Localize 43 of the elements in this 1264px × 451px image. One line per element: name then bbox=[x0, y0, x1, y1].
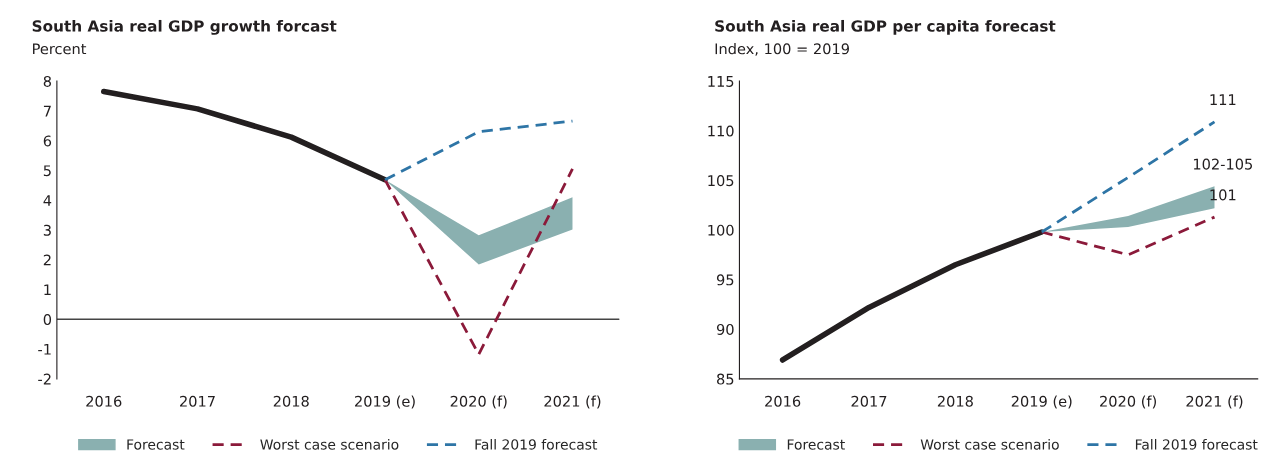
legend-label: Forecast bbox=[127, 439, 185, 450]
x-tick-label: 2021 (f) bbox=[544, 395, 601, 409]
y-tick-label: 8 bbox=[43, 75, 52, 87]
x-tick-label: 2020 (f) bbox=[1100, 395, 1156, 409]
legend-label: Forecast bbox=[787, 439, 845, 450]
y-tick-label: 90 bbox=[716, 323, 734, 335]
y-tick-label: 7 bbox=[43, 105, 51, 117]
annotation: 101 bbox=[1210, 189, 1236, 201]
y-tick-label: 100 bbox=[708, 224, 734, 236]
y-tick-label: -2 bbox=[38, 373, 51, 385]
x-tick-label: 2019 (e) bbox=[355, 395, 415, 409]
y-tick-label: 110 bbox=[708, 125, 734, 137]
y-tick-label: 6 bbox=[43, 135, 52, 147]
x-tick-label: 2018 bbox=[273, 395, 309, 407]
x-tick-label: 2017 bbox=[851, 395, 887, 407]
legend-label: Worst case scenario bbox=[920, 438, 1059, 450]
legend-label: Fall 2019 forecast bbox=[1135, 438, 1258, 450]
x-tick-label: 2019 (e) bbox=[1011, 395, 1072, 409]
y-tick-label: 1 bbox=[44, 284, 51, 296]
x-tick-label: 2021 (f) bbox=[1186, 395, 1243, 409]
y-tick-label: -1 bbox=[38, 343, 51, 355]
chart-title: South Asia real GDP per capita forecast bbox=[715, 19, 1056, 35]
legend-label: Worst case scenario bbox=[260, 438, 399, 450]
legend-label: Fall 2019 forecast bbox=[475, 438, 598, 450]
x-tick-label: 2016 bbox=[765, 395, 801, 407]
y-tick-label: 3 bbox=[43, 224, 51, 236]
y-tick-label: 95 bbox=[716, 274, 734, 286]
y-tick-label: 2 bbox=[43, 254, 51, 266]
chart-subtitle: Percent bbox=[33, 43, 87, 55]
annotation: 102-105 bbox=[1193, 158, 1253, 170]
x-tick-label: 2016 bbox=[86, 395, 122, 407]
chart-subtitle: Index, 100 = 2019 bbox=[715, 43, 849, 56]
x-tick-label: 2018 bbox=[937, 395, 973, 407]
y-tick-label: 0 bbox=[43, 314, 52, 326]
annotation: 111 bbox=[1210, 94, 1236, 105]
y-tick-label: 105 bbox=[708, 175, 734, 187]
x-tick-label: 2017 bbox=[180, 395, 215, 407]
y-tick-label: 4 bbox=[43, 195, 52, 206]
y-tick-label: 85 bbox=[717, 373, 734, 385]
x-tick-label: 2020 (f) bbox=[450, 395, 507, 409]
y-tick-label: 5 bbox=[43, 165, 51, 177]
chart-title: South Asia real GDP growth forcast bbox=[32, 19, 337, 35]
y-tick-label: 115 bbox=[708, 76, 734, 87]
